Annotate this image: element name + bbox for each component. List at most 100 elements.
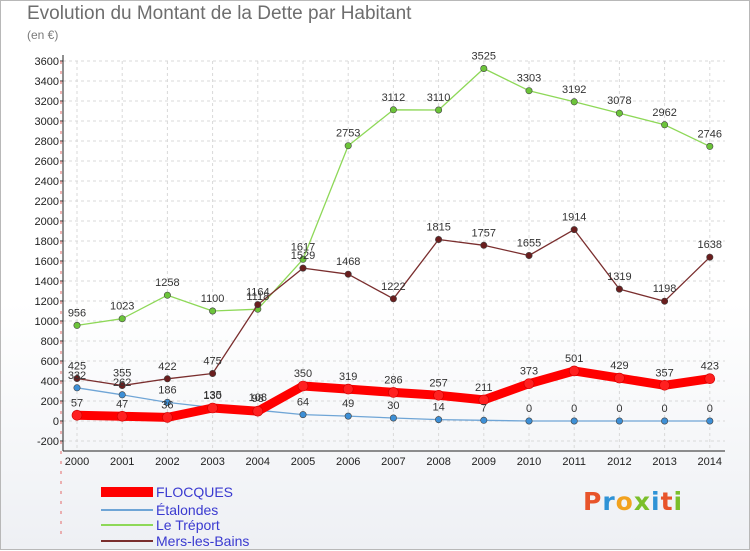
x-tick-label: 2010 xyxy=(517,456,541,468)
data-point-le-treport xyxy=(570,98,578,106)
data-label-mers-les-bains: 1757 xyxy=(472,227,496,239)
data-point-etalondes xyxy=(706,417,714,425)
data-point-flocques xyxy=(478,394,490,406)
data-label-etalondes: 262 xyxy=(113,377,131,389)
data-point-flocques xyxy=(342,383,354,395)
data-label-flocques: 211 xyxy=(475,382,493,394)
data-label-etalondes: 332 xyxy=(68,370,86,382)
series-lines xyxy=(71,65,716,425)
x-tick-label: 2013 xyxy=(652,456,676,468)
data-point-flocques xyxy=(433,389,444,401)
data-point-le-treport xyxy=(389,106,397,114)
legend-label-mers-les-bains: Mers-les-Bains xyxy=(156,533,249,549)
x-tick-label: 2003 xyxy=(200,456,224,468)
y-tick-label: 200 xyxy=(41,396,59,408)
data-label-le-treport: 1118 xyxy=(246,291,269,303)
data-label-le-treport: 3525 xyxy=(472,51,496,63)
data-point-etalondes xyxy=(299,411,307,419)
axes: -200020040060080010001200140016001800200… xyxy=(35,55,725,534)
data-point-mers-les-bains xyxy=(209,369,217,377)
data-label-le-treport: 2746 xyxy=(698,128,722,140)
x-tick-label: 2011 xyxy=(562,456,586,468)
data-point-mers-les-bains xyxy=(254,301,262,309)
data-label-mers-les-bains: 1164 xyxy=(246,287,270,299)
data-label-mers-les-bains: 422 xyxy=(158,361,176,373)
grid-lines xyxy=(63,60,725,451)
data-point-mers-les-bains xyxy=(163,375,171,383)
data-label-mers-les-bains: 1222 xyxy=(381,281,405,293)
y-tick-label: 3400 xyxy=(35,76,59,88)
data-label-le-treport: 3303 xyxy=(517,73,541,85)
data-label-le-treport: 2753 xyxy=(336,128,360,140)
data-label-etalondes: 49 xyxy=(342,398,354,410)
data-point-mers-les-bains xyxy=(435,236,443,244)
data-label-le-treport: 1023 xyxy=(110,301,134,313)
data-label-le-treport: 2962 xyxy=(652,107,676,119)
data-point-mers-les-bains xyxy=(73,374,81,382)
data-point-le-treport xyxy=(661,121,669,129)
legend-label-etalondes: Étalondes xyxy=(156,502,218,518)
data-label-mers-les-bains: 1319 xyxy=(607,271,631,283)
data-label-mers-les-bains: 1468 xyxy=(336,256,360,268)
y-tick-label: 3000 xyxy=(35,116,59,128)
data-point-etalondes xyxy=(389,414,397,422)
data-label-le-treport: 1258 xyxy=(155,277,179,289)
data-point-etalondes xyxy=(73,384,81,392)
data-label-le-treport: 956 xyxy=(68,307,86,319)
data-label-flocques: 130 xyxy=(203,390,221,402)
legend-label-flocques: FLOCQUES xyxy=(156,484,233,500)
data-point-le-treport xyxy=(209,307,217,315)
y-tick-label: 1800 xyxy=(35,236,59,248)
data-label-le-treport: 3112 xyxy=(382,92,406,104)
data-label-flocques: 373 xyxy=(520,366,538,378)
data-label-etalondes: 0 xyxy=(616,403,622,415)
data-point-flocques xyxy=(388,387,399,398)
data-labels: 956 1023 1258 1100 1118 1617 2753 3112 3110 3525 3… xyxy=(68,51,722,416)
data-point-le-treport xyxy=(706,142,714,150)
data-point-etalondes xyxy=(525,417,533,425)
data-label-le-treport: 1617 xyxy=(291,241,315,253)
data-point-le-treport xyxy=(344,142,352,150)
legend-swatch-flocques xyxy=(101,487,153,497)
data-label-flocques: 57 xyxy=(71,397,83,409)
data-point-etalondes xyxy=(615,417,623,425)
data-label-le-treport: 3110 xyxy=(427,92,451,104)
logo-letter: P xyxy=(583,487,603,516)
data-label-flocques: 286 xyxy=(384,374,402,386)
data-point-mers-les-bains xyxy=(570,226,578,234)
y-tick-label: 400 xyxy=(41,376,59,388)
data-point-etalondes xyxy=(344,412,352,420)
data-label-mers-les-bains: 1815 xyxy=(426,222,450,234)
data-label-etalondes: 30 xyxy=(387,400,399,412)
data-label-flocques: 257 xyxy=(429,377,447,389)
x-tick-label: 2007 xyxy=(381,456,405,468)
data-label-mers-les-bains: 355 xyxy=(113,368,131,380)
logo-letter: r xyxy=(602,487,616,516)
y-tick-label: 1000 xyxy=(35,316,59,328)
data-point-etalondes xyxy=(163,398,171,406)
y-tick-label: 1400 xyxy=(35,276,59,288)
data-point-le-treport xyxy=(525,87,533,95)
data-label-mers-les-bains: 1914 xyxy=(562,212,586,224)
x-tick-label: 2012 xyxy=(607,456,631,468)
y-tick-label: 2200 xyxy=(35,196,59,208)
data-point-flocques xyxy=(704,373,716,385)
logo-letter: x xyxy=(633,487,651,516)
x-tick-label: 2002 xyxy=(155,456,179,468)
y-tick-label: 800 xyxy=(41,336,59,348)
proxiti-logo: Proxiti xyxy=(583,487,683,516)
logo-letter: i xyxy=(651,487,661,516)
data-label-flocques: 350 xyxy=(294,368,312,380)
legend-label-le-treport: Le Tréport xyxy=(156,517,220,533)
data-point-etalondes xyxy=(661,417,669,425)
data-label-mers-les-bains: 425 xyxy=(68,361,86,373)
data-label-etalondes: 108 xyxy=(249,392,267,404)
logo-letter: o xyxy=(615,487,634,516)
y-tick-label: 2600 xyxy=(35,156,59,168)
data-point-mers-les-bains xyxy=(706,253,714,261)
data-point-flocques xyxy=(71,409,83,421)
data-label-etalondes: 64 xyxy=(297,397,309,409)
data-label-mers-les-bains: 1655 xyxy=(517,238,541,250)
